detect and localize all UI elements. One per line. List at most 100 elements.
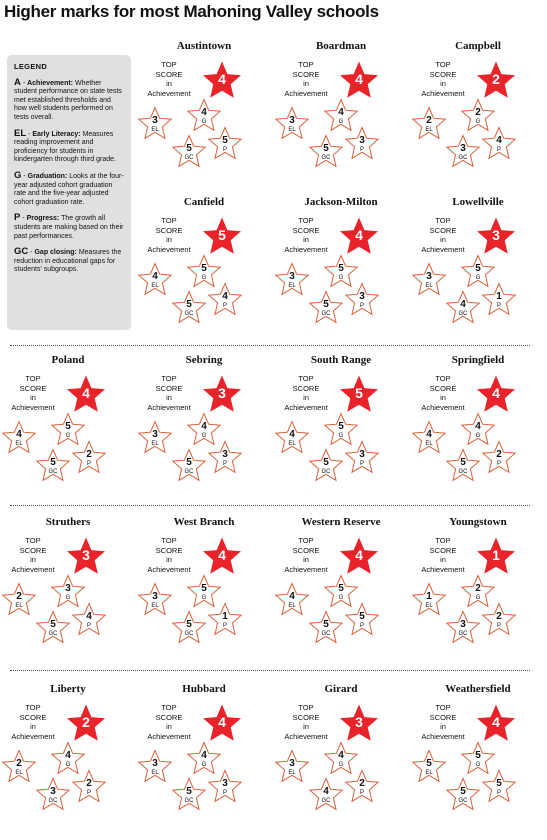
school-name: Sebring <box>185 354 223 366</box>
score-value: 3 <box>82 547 90 563</box>
score-code: EL <box>288 441 296 447</box>
achievement-star: 4 <box>339 60 379 100</box>
score-value: 4 <box>338 107 344 118</box>
star-icon <box>35 448 71 482</box>
top-score-label: TOP SCORE in Achievement <box>147 374 191 412</box>
star-icon <box>340 704 378 741</box>
achievement-star: 5 <box>202 216 242 256</box>
star-icon <box>50 412 86 446</box>
score-code: G <box>338 595 344 601</box>
score-star-el: 2 EL <box>411 106 447 140</box>
achievement-star: 4 <box>339 536 379 576</box>
score-star-el: 3 EL <box>411 262 447 296</box>
star-icon <box>460 741 496 775</box>
school-card: Liberty TOP SCORE in Achievement 2 2 EL 4 G 2 P 3 GC <box>0 683 136 833</box>
score-code: G <box>338 433 344 439</box>
star-icon <box>203 61 241 98</box>
school-card: Youngstown TOP SCORE in Achievement 1 1 EL 2 G 2 P 3… <box>410 516 546 666</box>
top-score-label: TOP SCORE in Achievement <box>11 703 55 741</box>
score-code: P <box>496 623 501 629</box>
score-value: 5 <box>186 143 192 154</box>
star-icon <box>35 777 71 811</box>
school-card: Sebring TOP SCORE in Achievement 3 3 EL 4 G 3 P 5 GC <box>136 354 272 504</box>
score-star-el: 3 EL <box>137 420 173 454</box>
score-code: P <box>222 623 227 629</box>
star-icon <box>203 704 241 741</box>
star-icon <box>171 777 207 811</box>
star-icon <box>203 537 241 574</box>
star-icon <box>171 448 207 482</box>
star-icon <box>477 537 515 574</box>
score-code: G <box>475 762 481 768</box>
score-value: 2 <box>86 778 92 789</box>
score-value: 5 <box>50 619 56 630</box>
star-icon <box>137 420 173 454</box>
star-icon <box>411 106 447 140</box>
legend-code: GC <box>14 246 29 258</box>
achievement-star: 4 <box>339 216 379 256</box>
school-name: Lowellville <box>452 196 504 208</box>
score-value: 4 <box>492 385 500 401</box>
score-value: 4 <box>475 421 481 432</box>
score-value: 3 <box>359 449 365 460</box>
legend-code: P <box>14 212 21 224</box>
star-icon <box>186 574 222 608</box>
achievement-star: 4 <box>202 703 242 743</box>
school-name: South Range <box>310 354 372 366</box>
star-icon <box>344 602 380 636</box>
score-star-gc: 3 GC <box>445 610 481 644</box>
score-code: EL <box>288 603 296 609</box>
score-code: P <box>496 790 501 796</box>
school-name: Austintown <box>176 40 232 52</box>
star-icon <box>323 574 359 608</box>
star-icon <box>50 574 86 608</box>
score-code: GC <box>458 798 468 804</box>
star-icon <box>460 254 496 288</box>
star-icon <box>445 610 481 644</box>
score-value: 4 <box>218 71 226 87</box>
score-star-el: 3 EL <box>274 106 310 140</box>
score-star-gc: 5 GC <box>308 610 344 644</box>
score-value: 3 <box>65 583 71 594</box>
star-icon <box>274 582 310 616</box>
top-score-label: TOP SCORE in Achievement <box>147 216 191 254</box>
score-value: 5 <box>355 385 363 401</box>
star-icon <box>274 106 310 140</box>
star-icon <box>207 282 243 316</box>
score-value: 3 <box>152 591 158 602</box>
star-icon <box>71 440 107 474</box>
legend-item-p: P - Progress: The growth all students ar… <box>14 212 124 240</box>
score-value: 4 <box>86 611 92 622</box>
star-icon <box>171 610 207 644</box>
star-icon <box>308 134 344 168</box>
legend-name: Progress: <box>26 215 60 223</box>
score-code: G <box>201 595 207 601</box>
score-value: 4 <box>65 750 71 761</box>
star-icon <box>274 262 310 296</box>
score-code: EL <box>151 441 159 447</box>
score-code: G <box>201 119 207 125</box>
star-icon <box>186 98 222 132</box>
top-score-label: TOP SCORE in Achievement <box>11 374 55 412</box>
achievement-star: 3 <box>202 374 242 414</box>
school-card: Boardman TOP SCORE in Achievement 4 3 EL 4 G 3 P 5 GC <box>273 40 409 190</box>
score-star-gc: 5 GC <box>308 290 344 324</box>
top-score-label: TOP SCORE in Achievement <box>284 216 328 254</box>
score-code: EL <box>425 441 433 447</box>
score-code: GC <box>48 798 58 804</box>
school-name: Western Reserve <box>301 516 381 528</box>
